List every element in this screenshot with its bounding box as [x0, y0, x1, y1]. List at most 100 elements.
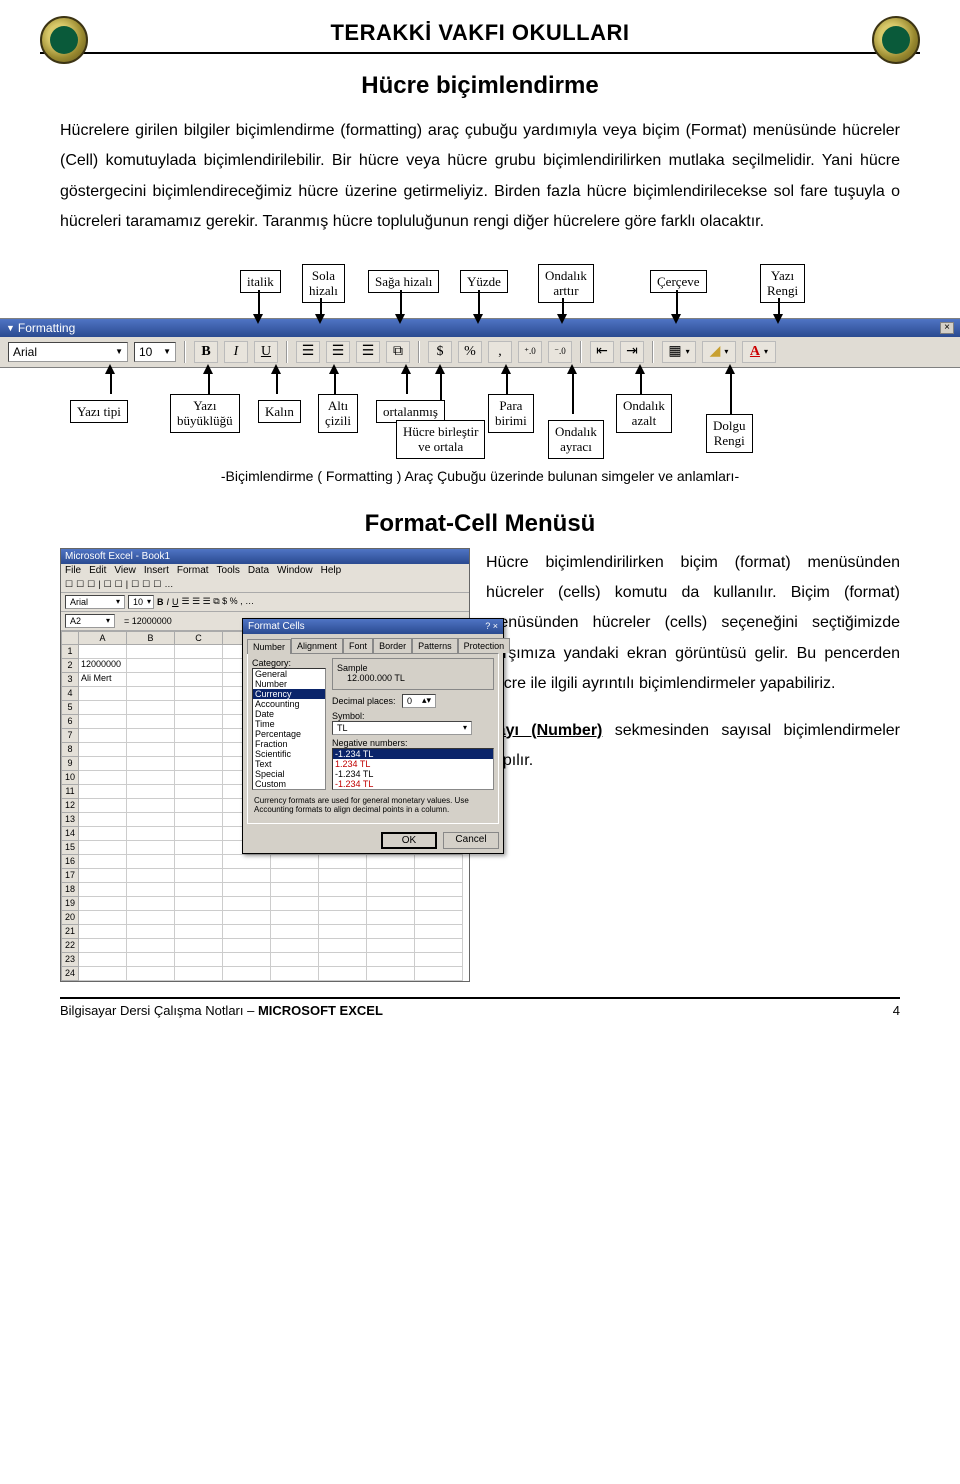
cell[interactable]: [175, 967, 223, 981]
percent-button[interactable]: %: [458, 341, 482, 363]
cell[interactable]: [127, 939, 175, 953]
cell[interactable]: [319, 925, 367, 939]
cell[interactable]: [223, 911, 271, 925]
cell[interactable]: [175, 883, 223, 897]
cell[interactable]: [127, 911, 175, 925]
category-item[interactable]: Number: [253, 679, 325, 689]
cell[interactable]: [223, 967, 271, 981]
cell[interactable]: [79, 645, 127, 659]
cell[interactable]: [271, 925, 319, 939]
negative-item[interactable]: -1.234 TL: [333, 749, 493, 759]
row-header[interactable]: 22: [61, 939, 79, 953]
cell[interactable]: [367, 897, 415, 911]
category-item[interactable]: General: [253, 669, 325, 679]
row-header[interactable]: 20: [61, 911, 79, 925]
cell[interactable]: [127, 729, 175, 743]
cell[interactable]: [415, 869, 463, 883]
cell[interactable]: [415, 953, 463, 967]
cell[interactable]: [175, 869, 223, 883]
cell[interactable]: [271, 911, 319, 925]
cell[interactable]: [79, 897, 127, 911]
cell[interactable]: [127, 687, 175, 701]
row-header[interactable]: 8: [61, 743, 79, 757]
excel-menu-item[interactable]: File: [65, 565, 81, 576]
cell[interactable]: [175, 953, 223, 967]
cell[interactable]: [271, 897, 319, 911]
italic-button[interactable]: I: [224, 341, 248, 363]
cell[interactable]: [79, 841, 127, 855]
align-left-button[interactable]: ☰: [296, 341, 320, 363]
dialog-help-close[interactable]: ? ×: [485, 621, 498, 632]
row-header[interactable]: 2: [61, 659, 79, 673]
cell[interactable]: [127, 841, 175, 855]
font-name-select[interactable]: Arial ▼: [8, 342, 128, 362]
cell[interactable]: [79, 939, 127, 953]
cell[interactable]: [175, 729, 223, 743]
dialog-tab[interactable]: Font: [343, 638, 373, 653]
cell[interactable]: [223, 925, 271, 939]
category-item[interactable]: Fraction: [253, 739, 325, 749]
cell[interactable]: [175, 701, 223, 715]
row-header[interactable]: 23: [61, 953, 79, 967]
cell[interactable]: [415, 911, 463, 925]
cell[interactable]: [175, 785, 223, 799]
cell[interactable]: [175, 715, 223, 729]
cell[interactable]: [127, 925, 175, 939]
cell[interactable]: [79, 953, 127, 967]
cell[interactable]: [175, 939, 223, 953]
increase-decimal-button[interactable]: ⁺.0: [518, 341, 542, 363]
cell[interactable]: [175, 827, 223, 841]
cell[interactable]: [175, 855, 223, 869]
cell[interactable]: [127, 645, 175, 659]
dialog-tab[interactable]: Patterns: [412, 638, 458, 653]
col-header[interactable]: C: [175, 631, 223, 645]
fill-color-button[interactable]: ◢▾: [702, 341, 736, 363]
row-header[interactable]: 16: [61, 855, 79, 869]
cell[interactable]: [127, 869, 175, 883]
cell[interactable]: [127, 701, 175, 715]
cell[interactable]: [319, 897, 367, 911]
row-header[interactable]: 5: [61, 701, 79, 715]
cell[interactable]: [223, 897, 271, 911]
cell[interactable]: [319, 869, 367, 883]
cell[interactable]: [127, 827, 175, 841]
cell[interactable]: [415, 897, 463, 911]
comma-button[interactable]: ,: [488, 341, 512, 363]
decrease-decimal-button[interactable]: ⁻.0: [548, 341, 572, 363]
row-header[interactable]: 21: [61, 925, 79, 939]
currency-button[interactable]: $: [428, 341, 452, 363]
excel-menu-item[interactable]: Insert: [144, 565, 169, 576]
cell[interactable]: [127, 883, 175, 897]
cell[interactable]: [319, 855, 367, 869]
merge-center-button[interactable]: ⧉: [386, 341, 410, 363]
cell[interactable]: [319, 967, 367, 981]
category-item[interactable]: Date: [253, 709, 325, 719]
cell[interactable]: [415, 883, 463, 897]
row-header[interactable]: 3: [61, 673, 79, 687]
col-header[interactable]: A: [79, 631, 127, 645]
toolbar-chevron-icon[interactable]: ▼: [6, 323, 15, 333]
excel-menu-item[interactable]: Data: [248, 565, 269, 576]
row-header[interactable]: 6: [61, 715, 79, 729]
cell[interactable]: [79, 813, 127, 827]
row-header[interactable]: 10: [61, 771, 79, 785]
cell[interactable]: [223, 953, 271, 967]
cell[interactable]: [79, 869, 127, 883]
cell[interactable]: [79, 785, 127, 799]
cell[interactable]: [319, 883, 367, 897]
cancel-button[interactable]: Cancel: [443, 832, 499, 849]
excel-menu-item[interactable]: Format: [177, 565, 209, 576]
negative-item[interactable]: -1.234 TL: [333, 779, 493, 789]
cell[interactable]: [415, 967, 463, 981]
row-header[interactable]: 24: [61, 967, 79, 981]
cell[interactable]: [79, 687, 127, 701]
cell[interactable]: [127, 967, 175, 981]
cell[interactable]: [79, 757, 127, 771]
dialog-tab[interactable]: Border: [373, 638, 412, 653]
category-item[interactable]: Time: [253, 719, 325, 729]
excel-menu-item[interactable]: Help: [321, 565, 342, 576]
category-item[interactable]: Custom: [253, 779, 325, 789]
col-header[interactable]: B: [127, 631, 175, 645]
row-header[interactable]: 12: [61, 799, 79, 813]
cell[interactable]: [367, 869, 415, 883]
